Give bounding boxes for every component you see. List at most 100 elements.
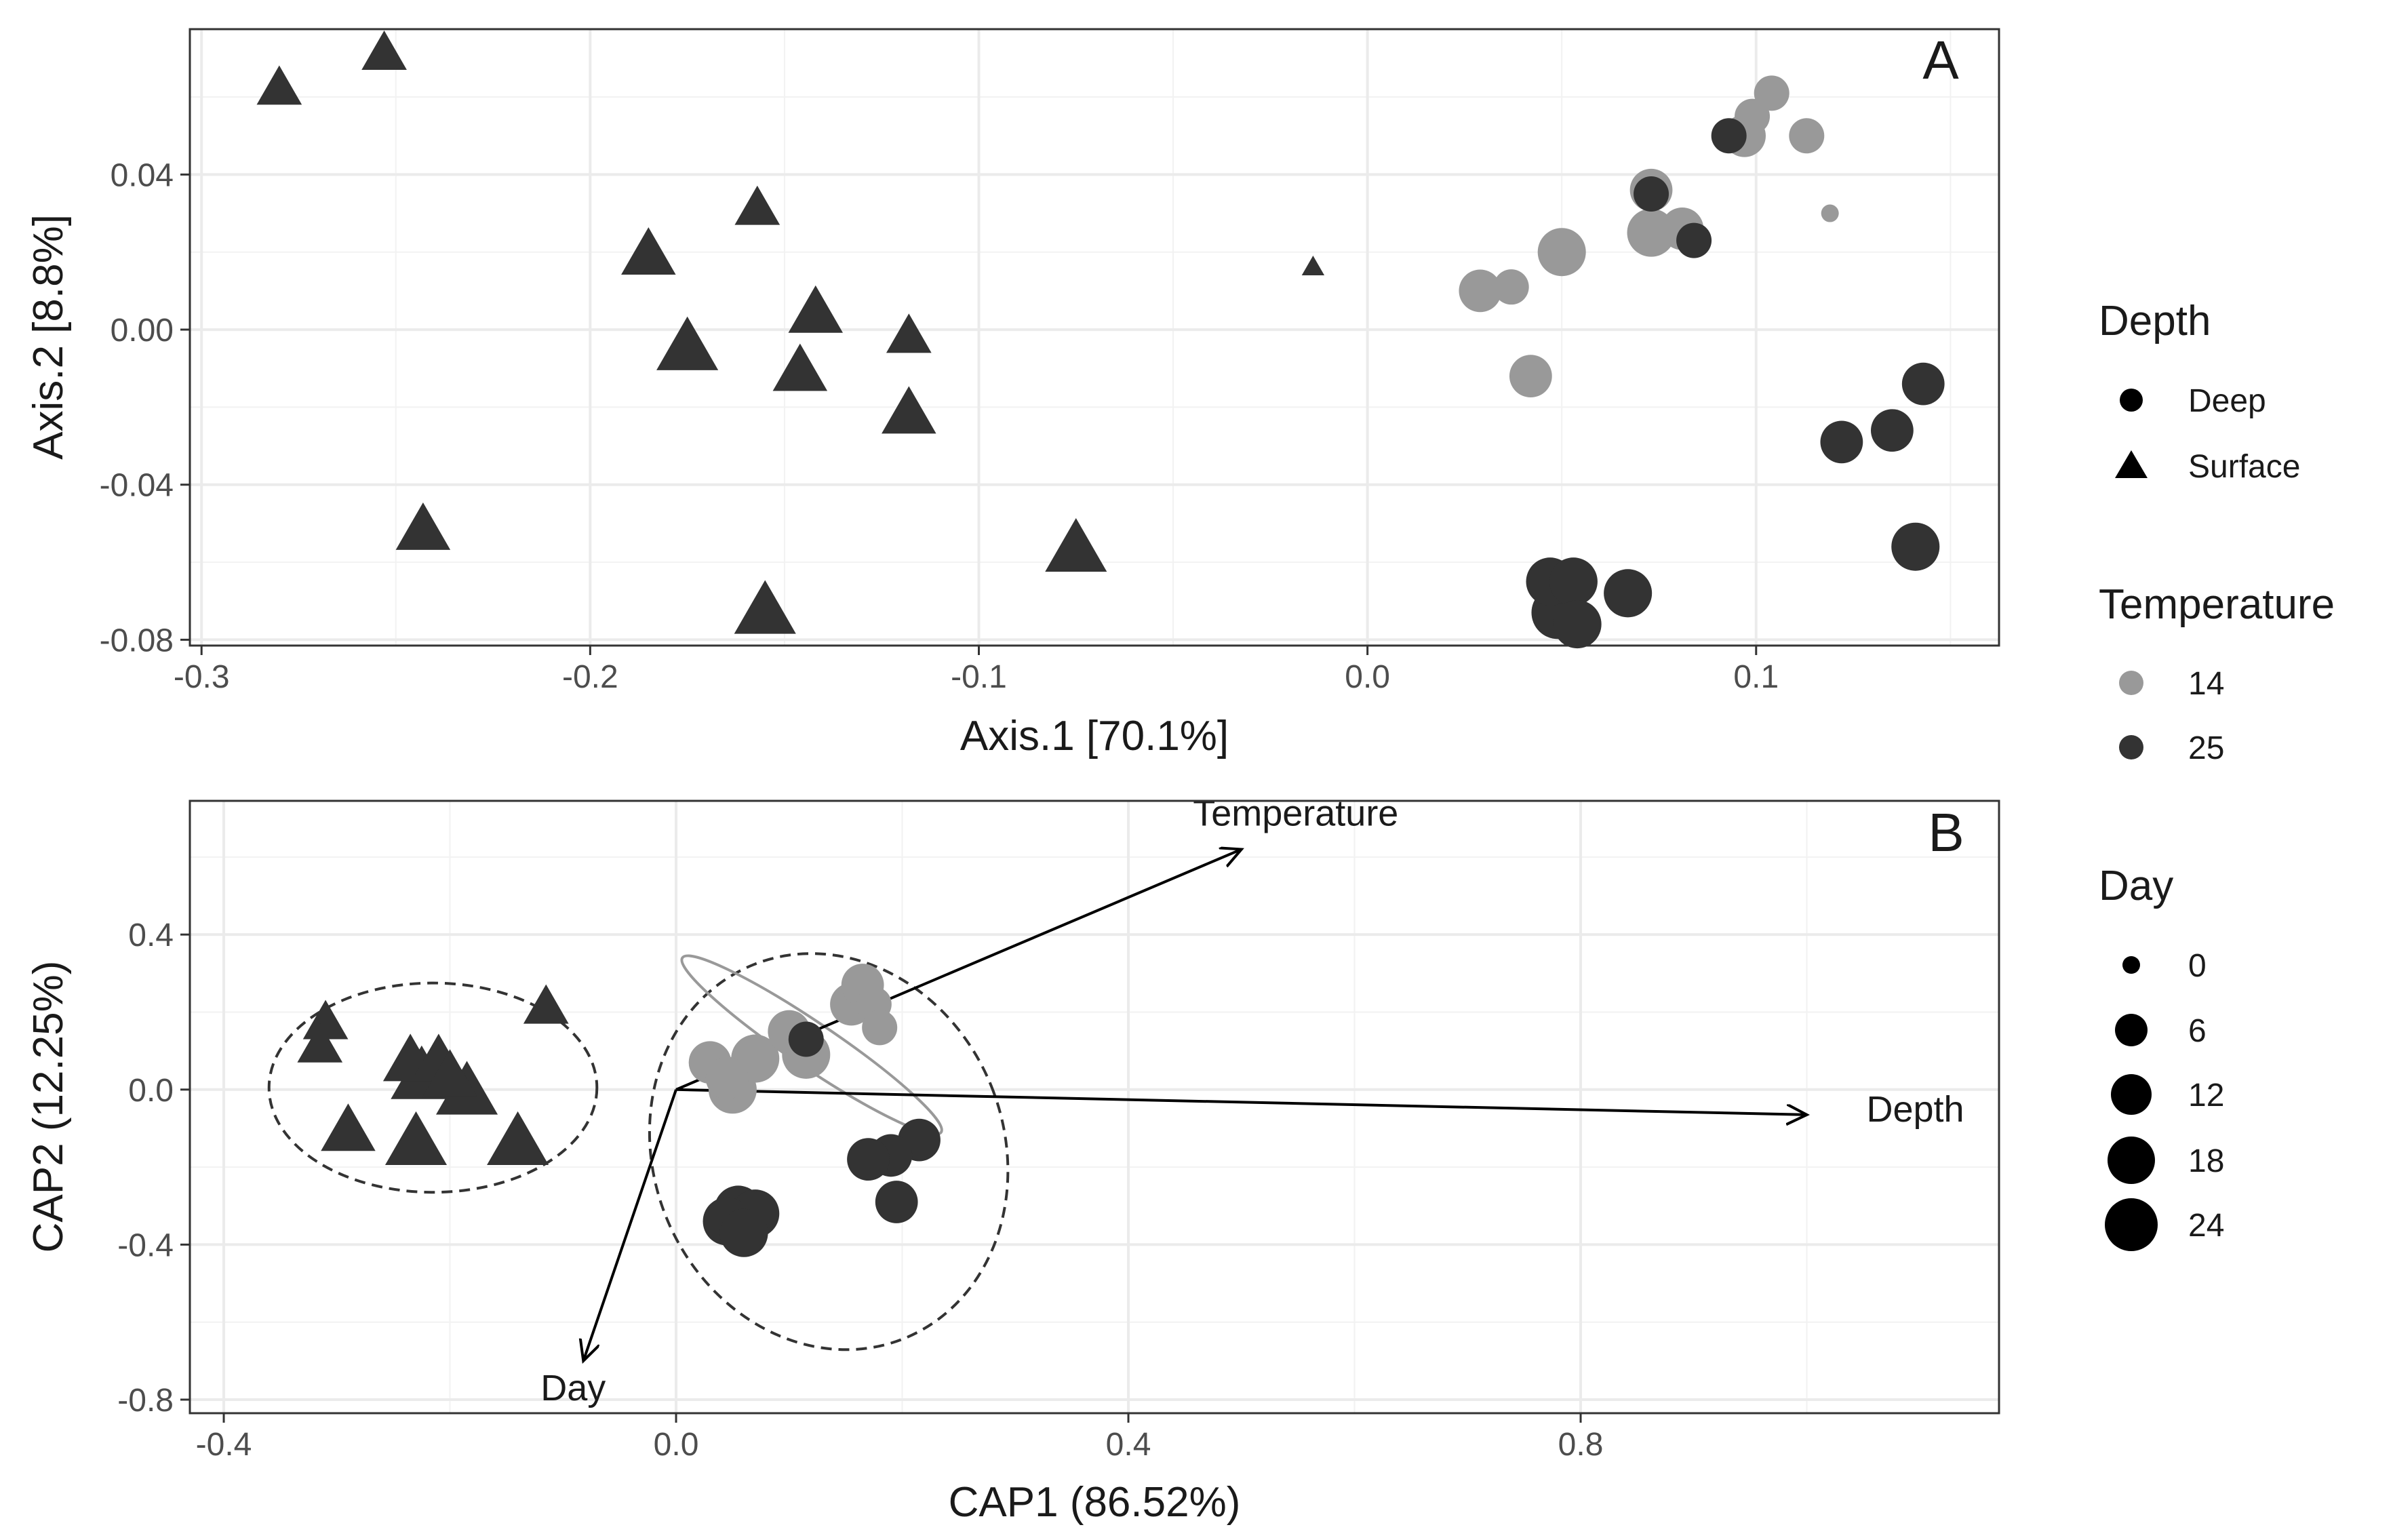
panel-a-x-tick-label: 0.0 (1345, 659, 1390, 695)
panel-a-x-tick-label: -0.3 (174, 659, 230, 695)
panel-a-surface-point (882, 386, 936, 434)
panel-b-letter: B (1928, 802, 1964, 863)
panel-b-x-tick-label: 0.0 (654, 1427, 699, 1463)
panel-b-y-tick-label: 0.0 (128, 1073, 174, 1109)
panel-a-deep-point (1549, 557, 1598, 606)
panel-a-surface-point (395, 502, 451, 550)
panel-a-y-tick-label: 0.04 (111, 157, 174, 193)
legend-depth-title: Depth (2099, 298, 2211, 344)
panel-a-surface-point (734, 580, 796, 634)
panel-b-y-tick-label: 0.4 (128, 917, 174, 953)
panel-a-deep-point (1735, 98, 1771, 134)
panel-b-deep-point (788, 1021, 824, 1057)
panel-a-deep-point (1634, 176, 1669, 212)
panel-a-surface-point (1301, 256, 1325, 276)
panel-a-deep-point (1604, 569, 1653, 618)
legend-day-0-label: 0 (2188, 948, 2207, 984)
panel-a-deep-point (1754, 75, 1789, 111)
panel-a-surface-point (361, 31, 407, 70)
legend-temp-25-label: 25 (2188, 730, 2224, 766)
panel-a-deep-point (1459, 269, 1502, 313)
legend-day-12-key (2111, 1074, 2152, 1115)
panel-b-vector-depth (675, 1088, 1806, 1115)
panel-b-ticks: -0.4 0.0 0.4 0.8 0.4 0.0 -0.4 -0.8 (117, 917, 1603, 1463)
panel-a-deep-point (1901, 362, 1945, 406)
legend-day-18-label: 18 (2188, 1143, 2224, 1179)
panel-a-surface-point (656, 316, 719, 370)
legend-temp-14-label: 14 (2188, 666, 2224, 702)
legend-day-18-key (2108, 1137, 2155, 1184)
panel-b-deep-point (847, 1138, 890, 1181)
panel-a-deep-point (1711, 118, 1747, 154)
panel-a-x-tick-label: 0.1 (1733, 659, 1779, 695)
panel-a-y-tick-label: 0.00 (111, 313, 174, 349)
legend-day-24-key (2105, 1198, 2158, 1251)
legend-day-24-label: 24 (2188, 1208, 2224, 1244)
legend-day-0-key (2122, 956, 2140, 974)
panel-b-y-tick-label: -0.8 (117, 1383, 174, 1419)
legend-surface-key (2115, 450, 2148, 478)
legend-day: Day 0 6 12 18 24 (2099, 863, 2224, 1251)
legend-temperature: Temperature 14 25 (2099, 581, 2335, 766)
legend-day-6-key (2115, 1014, 2148, 1046)
panel-b-surface-point (321, 1103, 376, 1151)
panel-a-deep-point (1553, 600, 1602, 649)
panel-a-surface-point (734, 185, 780, 225)
panel-b-y-axis-title: CAP2 (12.25%) (25, 961, 72, 1253)
panel-b-surface-point (422, 1049, 477, 1097)
panel-b-confidence-ellipse (267, 981, 599, 1194)
legend-temperature-title: Temperature (2099, 581, 2335, 628)
panel-a-surface-point (621, 227, 676, 275)
panel-a-surface-point (256, 65, 302, 105)
panel-b-x-tick-label: -0.4 (196, 1427, 252, 1463)
legend-surface-label: Surface (2188, 449, 2300, 485)
panel-a-deep-point (1676, 222, 1712, 258)
panel-b-vectors: Temperature Depth Day (540, 793, 1964, 1408)
panel-a-surface-point (788, 285, 844, 333)
legend-day-12-label: 12 (2188, 1078, 2224, 1113)
panel-b-vector-day (583, 1089, 677, 1361)
panel-b-x-axis-title: CAP1 (86.52%) (949, 1479, 1241, 1526)
panel-b-confidence-ellipse (648, 952, 1010, 1351)
panel-b-surface-point (384, 1111, 448, 1165)
legend-temp-25-key (2119, 735, 2143, 759)
legend-depth: Depth Deep Surface (2099, 298, 2300, 485)
panel-b-x-tick-label: 0.4 (1106, 1427, 1151, 1463)
panel-b-x-tick-label: 0.8 (1558, 1427, 1604, 1463)
panel-a-surface-point (886, 313, 932, 353)
panel-a-x-axis-title: Axis.1 [70.1%] (960, 713, 1229, 759)
panel-a-points (256, 31, 1945, 649)
panel-a-x-tick-label: -0.2 (562, 659, 618, 695)
panel-b-deep-point (875, 1181, 918, 1223)
legend-day-6-label: 6 (2188, 1013, 2207, 1049)
legend-day-title: Day (2099, 863, 2173, 909)
panel-a-surface-point (1045, 517, 1107, 572)
panel-b-surface-point (523, 984, 569, 1024)
panel-a-deep-point (1509, 355, 1552, 398)
panel-b-points (297, 964, 941, 1257)
panel-a-y-axis-title: Axis.2 [8.8%] (25, 214, 72, 460)
panel-a: -0.3 -0.2 -0.1 0.0 0.1 0.04 0.00 -0.04 -0.08 A A… (25, 28, 2000, 759)
panel-a-ticks: -0.3 -0.2 -0.1 0.0 0.1 0.04 0.00 -0.04 -0.08 (100, 157, 1779, 695)
panel-b-vector-label-temperature: Temperature (1193, 793, 1398, 833)
panel-b-surface-point (302, 1000, 349, 1040)
panel-a-deep-point (1821, 204, 1839, 222)
panel-a-deep-point (1493, 269, 1529, 305)
panel-b-deep-point (705, 1057, 749, 1100)
panel-b-vector-label-day: Day (540, 1368, 606, 1408)
panel-b-deep-point (719, 1208, 768, 1257)
panel-a-deep-point (1537, 228, 1586, 277)
panel-b-surface-point (487, 1111, 549, 1165)
panel-b-vector-label-depth: Depth (1866, 1089, 1964, 1130)
legend-deep-key (2120, 389, 2143, 412)
panel-b-y-tick-label: -0.4 (117, 1227, 174, 1263)
legend-deep-label: Deep (2188, 383, 2266, 419)
panel-b-border (189, 799, 2000, 1415)
panel-a-deep-point (1789, 118, 1825, 154)
panel-b-surface-point (297, 1023, 343, 1063)
legend-temp-14-key (2119, 671, 2143, 695)
panel-b-grid (190, 801, 1999, 1413)
panel-a-surface-point (772, 343, 828, 391)
panel-a-deep-point (1891, 522, 1940, 571)
